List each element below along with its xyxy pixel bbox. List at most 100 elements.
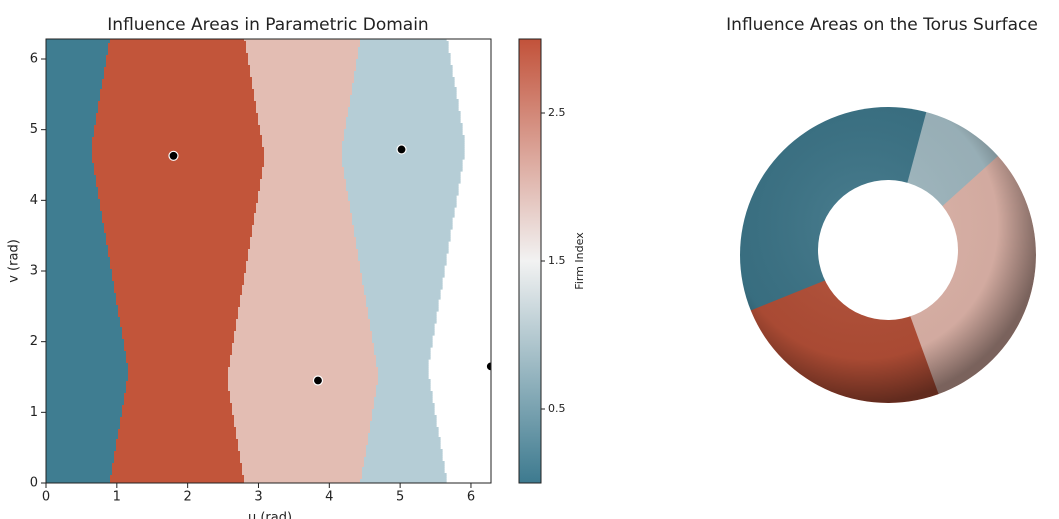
region-cell (250, 67, 357, 70)
region-cell (234, 333, 373, 336)
region-cell (378, 377, 429, 380)
region-cell (254, 91, 353, 94)
region-cell (344, 169, 463, 172)
region-cell (378, 371, 429, 374)
region-cell (46, 133, 95, 136)
region-cell (342, 155, 465, 158)
region-cell (100, 199, 259, 202)
region-cell (242, 471, 363, 474)
region-cell (244, 277, 363, 280)
y-tick-label: 0 (30, 476, 38, 491)
region-cell (228, 385, 377, 388)
region-cell (248, 61, 357, 64)
region-cell (230, 365, 377, 368)
region-cell (376, 389, 431, 392)
region-cell (46, 157, 93, 160)
region-cell (356, 65, 453, 68)
region-cell (362, 277, 443, 280)
region-cell (376, 361, 429, 364)
region-cell (46, 41, 111, 44)
region-cell (104, 223, 255, 226)
region-cell (366, 447, 441, 450)
region-cell (260, 179, 347, 182)
region-cell (120, 417, 235, 420)
region-cell (94, 173, 263, 176)
region-cell (46, 321, 121, 324)
region-cell (116, 301, 241, 304)
region-cell (238, 315, 369, 318)
region-cell (248, 59, 357, 62)
region-cell (246, 43, 361, 46)
region-cell (46, 363, 129, 366)
region-cell (46, 325, 121, 328)
region-cell (258, 113, 349, 116)
region-cell (126, 383, 229, 386)
region-cell (120, 325, 237, 328)
region-cell (234, 331, 373, 334)
region-cell (128, 367, 229, 370)
region-cell (234, 415, 373, 418)
region-cell (46, 365, 129, 368)
region-cell (122, 405, 233, 408)
region-cell (46, 287, 115, 290)
region-cell (246, 261, 361, 264)
region-cell (352, 219, 453, 222)
region-cell (46, 289, 115, 292)
region-cell (372, 333, 435, 336)
region-cell (356, 247, 449, 250)
region-cell (46, 233, 107, 236)
region-cell (248, 253, 359, 256)
region-cell (254, 221, 353, 224)
plot-frame (45, 38, 492, 484)
region-cell (122, 327, 237, 330)
region-cell (244, 283, 363, 286)
region-cell (118, 305, 241, 308)
region-cell (46, 247, 109, 250)
region-cell (376, 393, 433, 396)
region-cell (354, 227, 453, 230)
region-cell (106, 63, 249, 66)
region-cell (116, 443, 239, 446)
region-cell (116, 441, 239, 444)
region-cell (120, 321, 237, 324)
region-cell (230, 399, 375, 402)
region-cell (46, 229, 105, 232)
region-cell (264, 159, 343, 162)
region-cell (254, 97, 351, 100)
region-cell (352, 83, 455, 86)
region-cell (258, 115, 349, 118)
region-cell (46, 89, 101, 92)
region-cell (108, 49, 247, 52)
region-cell (256, 101, 351, 104)
region-cell (46, 349, 125, 352)
region-cell (110, 477, 245, 480)
region-cell (46, 189, 99, 192)
region-cell (348, 199, 457, 202)
region-cell (106, 235, 253, 238)
region-cell (116, 449, 239, 452)
region-cell (362, 273, 445, 276)
region-cell (374, 407, 435, 410)
region-cell (240, 459, 365, 462)
region-cell (46, 209, 101, 212)
firm-point (168, 150, 179, 161)
region-cell (100, 91, 255, 94)
region-cell (46, 169, 95, 172)
region-cell (120, 419, 235, 422)
region-cell (264, 151, 343, 154)
region-cell (46, 467, 113, 470)
region-cell (344, 171, 461, 174)
region-cell (46, 373, 129, 376)
region-cell (372, 341, 433, 344)
region-cell (262, 141, 343, 144)
region-cell (254, 95, 351, 98)
region-cell (258, 191, 349, 194)
region-cell (376, 395, 433, 398)
region-cell (356, 239, 451, 242)
region-cell (346, 127, 463, 130)
region-cell (356, 61, 451, 64)
region-cell (46, 367, 129, 370)
region-cell (46, 237, 107, 240)
region-cell (372, 417, 437, 420)
region-cell (98, 107, 257, 110)
